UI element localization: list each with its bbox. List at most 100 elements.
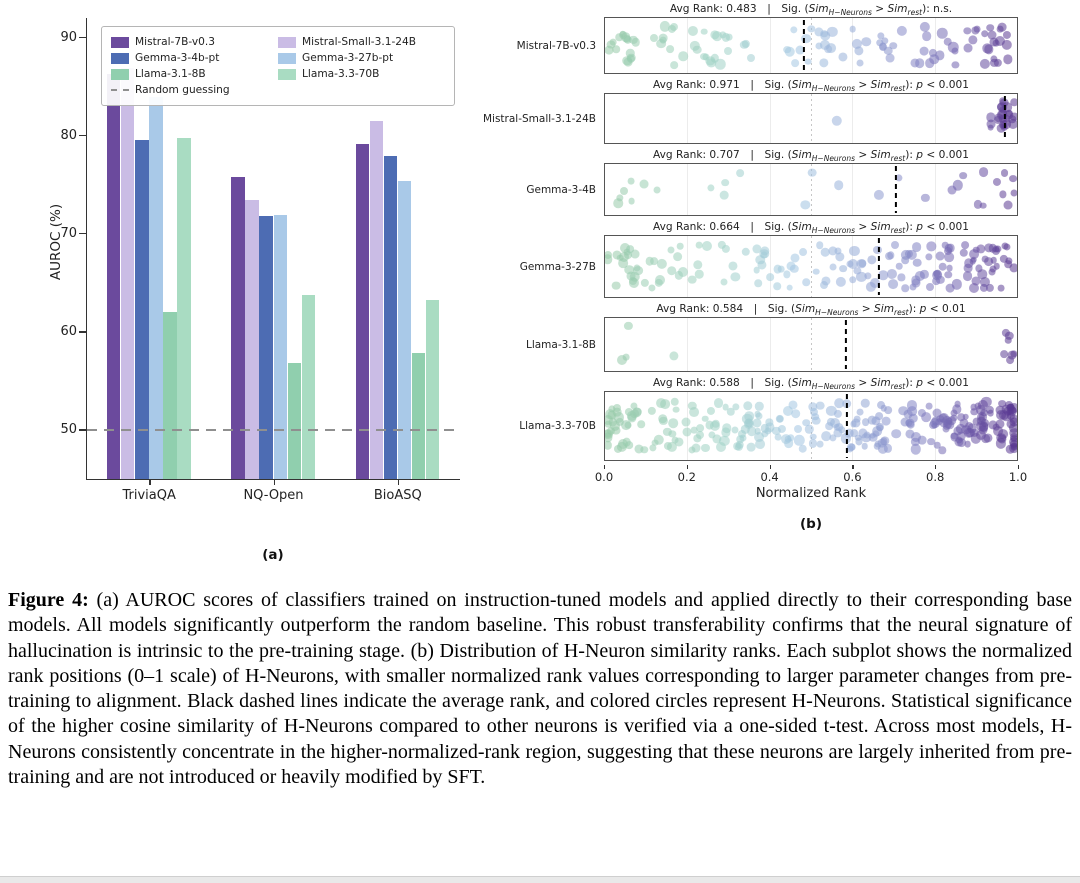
mid-dotted-line xyxy=(811,318,812,371)
scatter-dot xyxy=(829,418,840,429)
scatter-dot xyxy=(826,43,837,54)
scatter-dot xyxy=(983,256,994,267)
scatter-dot xyxy=(760,251,768,259)
subplot-title: Avg Rank: 0.483 | Sig. (SimH−Neurons > S… xyxy=(669,3,953,18)
scatter-dot xyxy=(912,258,922,268)
strip-subplot: Avg Rank: 0.584 | Sig. (SimH−Neurons > S… xyxy=(476,302,1018,372)
scatter-dot xyxy=(798,444,808,454)
scatter-dot xyxy=(764,427,772,435)
scatter-dot xyxy=(901,284,909,293)
scatter-dot xyxy=(691,443,701,453)
scatter-dot xyxy=(626,271,636,281)
scatter-dot xyxy=(630,402,638,410)
legend-label: Gemma-3-27b-pt xyxy=(302,52,394,64)
y-tick-label: 70 xyxy=(60,225,77,241)
scatter-dot xyxy=(820,248,830,257)
scatter-dot xyxy=(624,321,633,330)
scatter-dot xyxy=(911,242,922,252)
scrollbar[interactable] xyxy=(0,876,1080,883)
scatter-dot xyxy=(970,433,981,444)
x-tick-mark xyxy=(149,479,151,485)
scatter-dot xyxy=(807,24,815,33)
bar xyxy=(231,176,245,479)
scatter-dot xyxy=(653,186,661,194)
strip-plot-box xyxy=(604,93,1018,144)
bar xyxy=(287,363,302,479)
scatter-dot xyxy=(951,47,959,55)
y-tick-label: 80 xyxy=(60,127,77,143)
scatter-dot xyxy=(640,445,648,454)
scatter-dot xyxy=(623,35,632,45)
gridline xyxy=(687,94,689,143)
scatter-dot xyxy=(936,27,948,39)
scatter-dot xyxy=(993,425,1004,436)
scatter-dot xyxy=(754,279,762,288)
scatter-dot xyxy=(969,257,977,265)
scatter-dot xyxy=(952,404,962,415)
scatter-dot xyxy=(943,252,954,263)
scatter-dot xyxy=(868,433,878,442)
scatter-dot xyxy=(717,240,727,249)
scatter-dot xyxy=(998,399,1006,408)
scatter-dot xyxy=(682,427,692,437)
scatter-dot xyxy=(633,264,641,272)
scatter-dot xyxy=(681,417,691,427)
scatter-dot xyxy=(850,429,858,437)
scatter-dot xyxy=(1010,189,1017,197)
scatter-dot xyxy=(1010,98,1017,106)
scatter-dot xyxy=(1009,174,1017,183)
bar xyxy=(245,200,259,479)
scatter-dot xyxy=(997,284,1005,292)
scatter-dot xyxy=(666,45,674,54)
bar xyxy=(120,68,135,479)
scatter-dot xyxy=(607,410,617,420)
scatter-dot xyxy=(656,38,667,49)
gridline xyxy=(852,318,854,371)
figure-caption: Figure 4: (a) AUROC scores of classifier… xyxy=(8,588,1072,790)
scatter-dot xyxy=(672,251,683,262)
scatter-dot xyxy=(735,440,745,449)
scatter-dot xyxy=(786,284,793,292)
scatter-dot xyxy=(628,197,636,205)
scatter-dot xyxy=(896,25,907,37)
scatter-dot xyxy=(625,408,634,417)
strip-plots-panel: Avg Rank: 0.483 | Sig. (SimH−Neurons > S… xyxy=(476,2,1027,532)
scatter-dot xyxy=(910,58,920,68)
scatter-dot xyxy=(960,241,969,249)
scatter-dot xyxy=(825,422,834,431)
scatter-dot xyxy=(668,430,677,438)
scatter-dot xyxy=(971,276,981,286)
scatter-dot xyxy=(808,402,818,412)
scatter-dot xyxy=(708,431,716,439)
scatter-dot xyxy=(924,58,935,68)
subplot-title: Avg Rank: 0.664 | Sig. (SimH−Neurons > S… xyxy=(653,221,969,236)
scatter-dot xyxy=(914,271,925,282)
scatter-dot xyxy=(634,444,644,454)
legend-label: Gemma-3-4b-pt xyxy=(135,52,220,64)
scatter-dot xyxy=(611,426,621,436)
y-tick-mark xyxy=(79,36,87,39)
scatter-dot xyxy=(925,253,933,261)
scatter-dot xyxy=(805,425,814,434)
scatter-dot xyxy=(879,42,887,51)
legend: Mistral-7B-v0.3 Gemma-3-4b-pt Llama-3.1-8B… xyxy=(101,26,455,106)
x-tick-mark xyxy=(604,465,606,469)
scatter-dot xyxy=(696,424,705,433)
scatter-dot xyxy=(880,405,888,412)
scatter-dot xyxy=(938,446,946,455)
scatter-dot xyxy=(1009,417,1017,427)
scatter-dot xyxy=(864,272,872,280)
gridline xyxy=(769,236,771,297)
scatter-dot xyxy=(794,424,803,433)
scatter-dot xyxy=(1005,337,1012,344)
scatter-dot xyxy=(984,242,994,253)
scatter-dot xyxy=(951,279,962,290)
gridline xyxy=(934,318,936,371)
scatter-dot xyxy=(975,429,987,440)
scatter-dot xyxy=(668,24,677,33)
scatter-dot xyxy=(973,200,982,209)
scatter-dot xyxy=(995,419,1005,429)
scatter-dot xyxy=(719,435,730,447)
scatter-dot xyxy=(986,112,996,123)
scatter-dot xyxy=(932,270,942,281)
